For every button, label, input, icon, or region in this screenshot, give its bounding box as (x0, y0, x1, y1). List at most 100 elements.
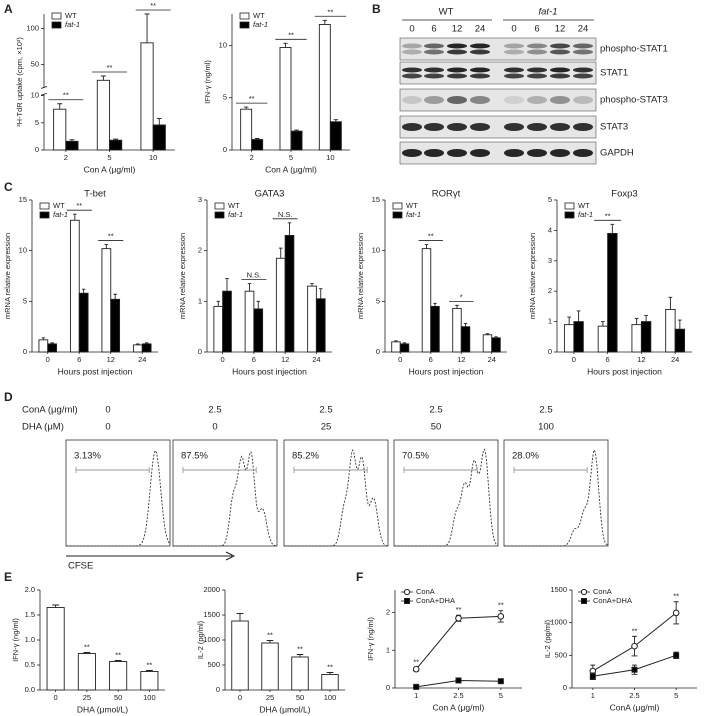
y-tick-label: 0 (216, 685, 220, 694)
blot-row-label: STAT1 (600, 68, 628, 79)
x-tick-label: 24 (312, 355, 320, 364)
y-tick-label: 2 (548, 286, 552, 295)
gate (182, 467, 257, 473)
flow-dha: 25 (321, 422, 332, 433)
significance: ** (107, 63, 113, 72)
significance: ** (632, 626, 638, 635)
lane-label: 6 (431, 24, 436, 35)
x-tick-label: 6 (77, 355, 81, 364)
bar (321, 674, 339, 691)
y-tick-label: 1000 (550, 618, 567, 627)
bar (78, 292, 89, 353)
x-tick-label: 2 (64, 153, 68, 162)
band (504, 43, 524, 49)
panel-label: A (4, 2, 13, 16)
flow-cona: 2.5 (319, 405, 332, 416)
axis-break (40, 86, 48, 89)
x-tick-label: 10 (149, 153, 157, 162)
bar (53, 108, 67, 151)
blot-group: fat-1 (538, 7, 557, 18)
bar (141, 343, 152, 353)
x-tick-label: 5 (107, 153, 111, 162)
flow-box (393, 439, 499, 547)
y-tick-label: 2.0 (25, 585, 35, 594)
x-tick-label: 12 (107, 355, 115, 364)
band (527, 43, 547, 49)
lane-label: 0 (511, 24, 516, 35)
legend-label: WT (53, 201, 65, 210)
y-tick-label: 4 (548, 225, 552, 234)
legend-label: ConA+DHA (416, 596, 455, 605)
legend-swatch (403, 588, 411, 596)
error-bar (287, 222, 292, 236)
marker (412, 665, 420, 673)
significance: ** (150, 1, 156, 10)
x-tick-label: 6 (429, 355, 433, 364)
legend-label: WT (578, 201, 590, 210)
legend-swatch (564, 202, 575, 210)
error-bar (236, 613, 244, 621)
band (527, 67, 547, 73)
lane-label: 12 (555, 24, 566, 35)
flow-dha: 100 (538, 422, 554, 433)
y-tick-label: 0 (548, 347, 552, 356)
band (504, 96, 524, 104)
band (504, 123, 524, 131)
cfse-arrow (66, 551, 236, 561)
legend-label: ConA+DHA (593, 596, 632, 605)
band (447, 123, 467, 131)
x-tick-label: 0 (238, 693, 242, 702)
legend-label: fat-1 (253, 20, 268, 29)
error-bar (283, 42, 288, 48)
error-bar (463, 323, 468, 327)
x-tick-label: 6 (606, 355, 610, 364)
significance: ** (605, 211, 611, 220)
lane-label: 12 (452, 24, 463, 35)
y-tick-label: 1000 (203, 635, 220, 644)
bar (315, 298, 326, 353)
x-axis-label: Con A (μg/ml) (265, 164, 317, 174)
gate (293, 467, 368, 473)
blot-strip (399, 61, 597, 85)
gate (75, 467, 150, 473)
band (573, 73, 593, 79)
x-tick-label: 12 (637, 355, 645, 364)
x-tick-label: 1 (414, 691, 418, 700)
legend-swatch (564, 211, 575, 219)
band (470, 43, 490, 49)
error-bar (567, 316, 572, 325)
panel-label: C (4, 180, 13, 194)
x-tick-label: 24 (671, 355, 679, 364)
error-bar (100, 75, 106, 81)
error-bar (322, 19, 328, 25)
axis-break (40, 92, 48, 96)
x-tick-label: 2.5 (453, 691, 463, 700)
significance: ** (327, 7, 333, 16)
x-tick-label: 5 (289, 153, 293, 162)
x-axis-label: Hours post injection (409, 366, 484, 376)
band (447, 49, 467, 55)
band (527, 149, 547, 157)
x-tick-label: 6 (252, 355, 256, 364)
bar (109, 661, 128, 691)
y-axis-label: IFN-γ (ng/ml) (366, 617, 375, 661)
legend-swatch (392, 211, 403, 219)
panel-label: E (4, 570, 12, 584)
legend-label: WT (253, 11, 265, 20)
marker (497, 613, 505, 620)
y-tick-label: 100 (26, 23, 39, 32)
error-bar (73, 213, 77, 221)
significance: ** (428, 232, 434, 241)
band (447, 67, 467, 73)
x-tick-label: 50 (296, 693, 304, 702)
significance: ** (267, 630, 273, 639)
marker (631, 666, 638, 673)
flow-percentage: 87.5% (181, 451, 208, 462)
flow-row-label: ConA (μg/ml) (22, 405, 78, 416)
y-tick-label: 1.5 (25, 610, 35, 619)
bar (482, 334, 493, 353)
band (573, 123, 593, 131)
error-bar (634, 318, 639, 325)
significance: ** (63, 91, 69, 100)
bar (65, 140, 79, 151)
